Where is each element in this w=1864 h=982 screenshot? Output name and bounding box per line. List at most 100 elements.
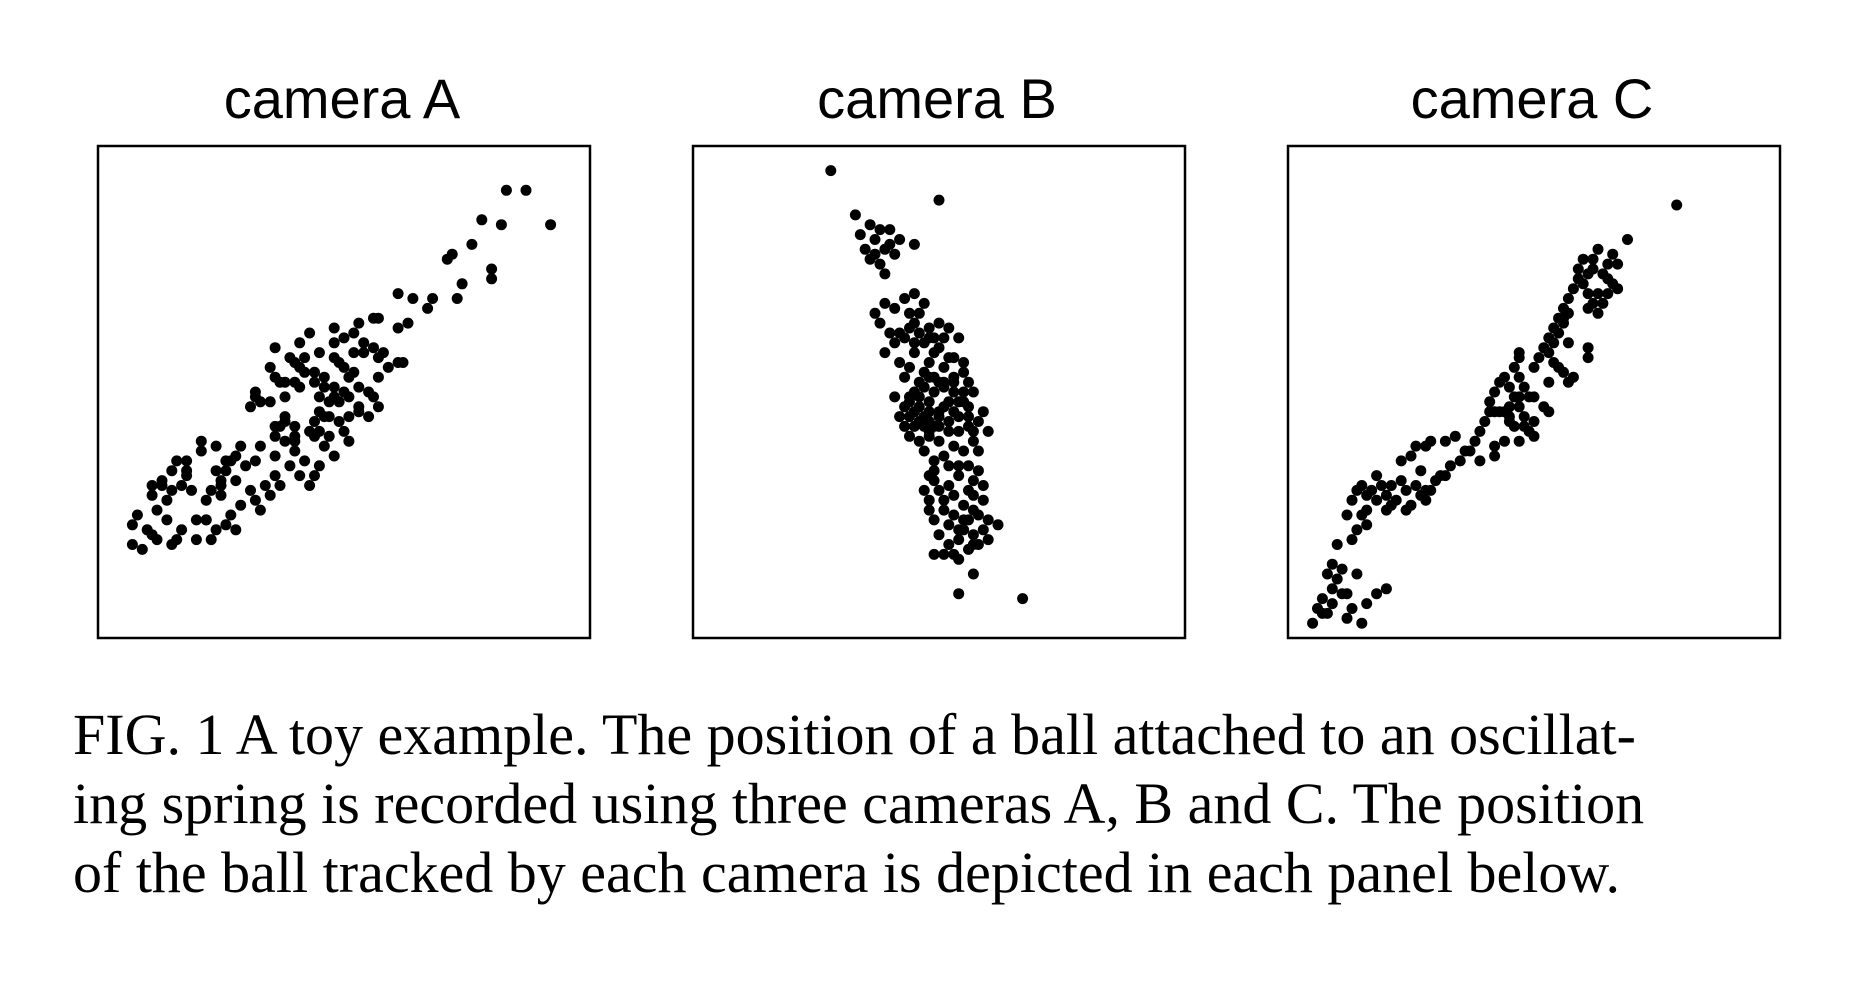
- scatter-point-camera-a-104: [181, 465, 193, 477]
- scatter-point-camera-b-103: [963, 460, 974, 472]
- scatter-point-camera-b-72: [899, 371, 911, 383]
- scatter-point-camera-c-139: [1400, 484, 1412, 496]
- scatter-point-camera-c-96: [1346, 603, 1358, 614]
- scatter-point-camera-a-163: [176, 524, 188, 536]
- scatter-point-camera-a-40: [313, 391, 325, 403]
- scatter-point-camera-b-117: [963, 543, 974, 555]
- scatter-point-camera-b-23: [967, 386, 979, 398]
- scatter-point-camera-a-92: [161, 494, 173, 506]
- scatter-point-camera-b-136: [933, 411, 945, 423]
- scatter-point-camera-a-29: [397, 357, 409, 368]
- scatter-point-camera-c-119: [1577, 253, 1589, 265]
- scatter-point-camera-a-137: [323, 430, 335, 442]
- scatter-point-camera-c-57: [1439, 435, 1451, 447]
- scatter-point-camera-c-132: [1454, 455, 1466, 467]
- scatter-point-camera-c-91: [1341, 588, 1353, 600]
- scatter-point-camera-c-99: [1361, 598, 1373, 610]
- scatter-point-camera-b-160: [874, 258, 886, 270]
- scatter-point-camera-a-141: [328, 450, 340, 462]
- scatter-point-camera-a-60: [323, 411, 335, 423]
- scatter-point-camera-c-72: [1371, 494, 1383, 506]
- scatter-point-camera-a-46: [309, 416, 320, 427]
- scatter-point-camera-b-124: [923, 504, 935, 516]
- scatter-point-camera-b-134: [913, 416, 925, 427]
- scatter-point-camera-c-123: [1503, 381, 1515, 393]
- scatter-point-camera-a-164: [166, 539, 178, 550]
- scatter-point-camera-c-20: [1582, 352, 1594, 364]
- scatter-point-camera-b-152: [884, 327, 896, 339]
- scatter-point-camera-a-48: [294, 381, 306, 393]
- scatter-point-camera-b-82: [963, 376, 974, 388]
- scatter-point-camera-c-101: [1533, 352, 1545, 364]
- scatter-point-camera-b-89: [908, 386, 920, 398]
- scatter-point-camera-b-2: [864, 219, 876, 231]
- scatter-point-camera-a-72: [269, 450, 281, 462]
- scatter-point-camera-a-107: [230, 475, 242, 487]
- scatter-point-camera-a-165: [161, 514, 173, 526]
- scatter-point-camera-a-106: [215, 475, 227, 487]
- scatter-point-camera-a-37: [368, 391, 379, 403]
- scatter-point-camera-b-157: [899, 293, 911, 304]
- scatter-point-camera-a-9: [486, 273, 498, 285]
- scatter-point-camera-a-151: [259, 480, 271, 491]
- scatter-point-camera-b-4: [884, 224, 896, 236]
- scatter-point-camera-c-49: [1528, 430, 1540, 442]
- scatter-points-camera-b: [825, 165, 1029, 605]
- scatter-point-camera-b-154: [869, 307, 881, 319]
- scatter-point-camera-b-156: [889, 302, 901, 314]
- scatter-point-camera-b-71: [1017, 593, 1029, 605]
- scatter-point-camera-c-134: [1439, 470, 1451, 482]
- scatter-point-camera-c-32: [1543, 376, 1555, 388]
- figure-panels: camera A camera B camera C: [96, 67, 1782, 640]
- scatter-point-camera-c-129: [1474, 425, 1486, 437]
- scatter-point-camera-c-35: [1528, 391, 1540, 403]
- scatter-point-camera-c-110: [1577, 278, 1589, 290]
- scatter-point-camera-a-19: [368, 312, 379, 324]
- scatter-point-camera-b-91: [928, 371, 940, 383]
- scatter-point-camera-c-97: [1341, 612, 1353, 624]
- scatter-point-camera-b-95: [963, 401, 974, 413]
- scatter-point-camera-b-112: [948, 509, 960, 521]
- scatter-point-camera-b-131: [899, 420, 911, 432]
- scatter-point-camera-c-144: [1371, 470, 1383, 482]
- scatter-point-camera-a-83: [171, 455, 183, 467]
- scatter-point-camera-b-16: [894, 357, 906, 368]
- scatter-point-camera-c-106: [1558, 302, 1569, 314]
- scatter-point-camera-c-143: [1376, 480, 1387, 491]
- scatter-point-camera-b-15: [879, 347, 891, 359]
- scatter-point-camera-a-103: [200, 514, 212, 526]
- scatter-point-camera-c-56: [1449, 430, 1461, 442]
- scatter-point-camera-c-75: [1361, 519, 1373, 531]
- scatter-point-camera-a-91: [146, 489, 158, 501]
- scatter-point-camera-a-90: [146, 480, 158, 491]
- scatter-point-camera-b-6: [908, 238, 920, 250]
- scatter-point-camera-b-68: [953, 553, 965, 565]
- scatter-point-camera-c-68: [1400, 504, 1412, 516]
- scatter-point-camera-a-93: [151, 504, 163, 516]
- caption-line-2: ing spring is recorded using three camer…: [73, 771, 1645, 836]
- scatter-point-camera-c-114: [1597, 297, 1609, 309]
- scatter-point-camera-c-86: [1316, 593, 1328, 605]
- scatter-point-camera-c-121: [1513, 401, 1525, 413]
- scatter-point-camera-a-127: [279, 376, 291, 388]
- scatter-point-camera-c-120: [1518, 411, 1530, 423]
- scatter-point-camera-a-129: [299, 366, 311, 378]
- scatter-point-camera-a-115: [299, 352, 311, 364]
- scatter-point-camera-a-119: [304, 327, 316, 339]
- scatter-point-camera-a-133: [353, 406, 365, 418]
- scatter-point-camera-a-69: [249, 391, 261, 403]
- scatter-point-camera-a-167: [141, 524, 153, 536]
- scatter-point-camera-a-11: [451, 293, 463, 304]
- scatter-point-camera-b-12: [953, 332, 965, 344]
- scatter-point-camera-b-120: [933, 529, 945, 541]
- scatter-point-camera-a-94: [131, 509, 143, 521]
- scatter-point-camera-c-29: [1508, 361, 1520, 373]
- scatter-point-camera-a-67: [279, 435, 291, 447]
- scatter-point-camera-b-1: [933, 194, 945, 206]
- scatter-point-camera-c-30: [1513, 371, 1525, 383]
- scatter-point-camera-a-81: [181, 455, 193, 467]
- scatter-point-camera-c-141: [1385, 480, 1397, 491]
- scatter-point-camera-c-125: [1494, 376, 1506, 388]
- scatter-point-camera-b-73: [904, 361, 915, 373]
- scatter-point-camera-c-5: [1602, 258, 1614, 270]
